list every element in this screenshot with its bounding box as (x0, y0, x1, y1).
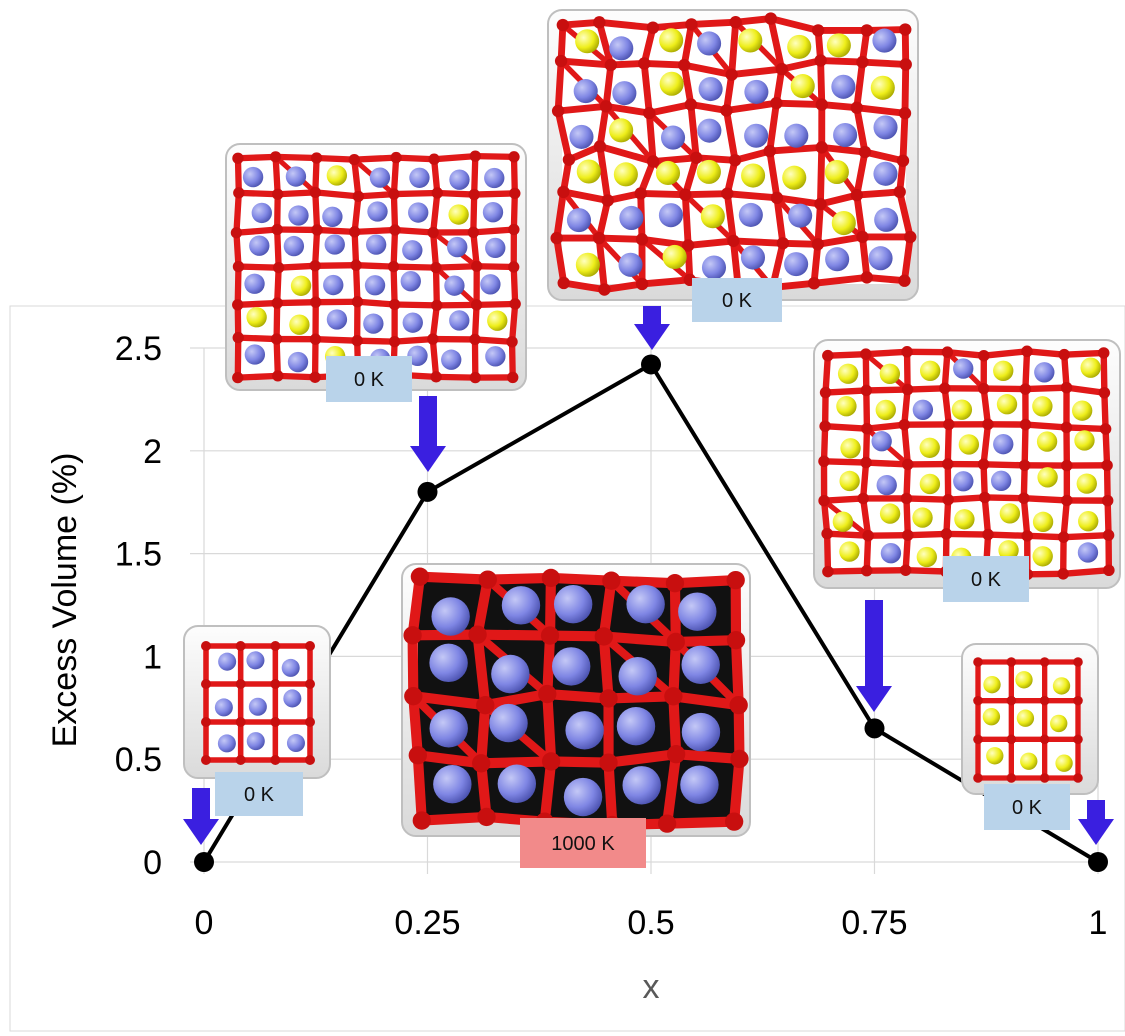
data-point (1088, 852, 1108, 872)
x-tick-labels: 0 0.25 0.5 0.75 1 (195, 904, 1108, 942)
data-point (641, 354, 661, 375)
structure-inset: 0 K (813, 339, 1121, 602)
pointer-arrow (856, 600, 892, 712)
pointer-arrow (1078, 800, 1114, 845)
structure-inset: 0 K (547, 9, 919, 322)
x-axis-label: x (643, 968, 660, 1006)
y-tick-label: 1.5 (115, 536, 162, 574)
temperature-label-box (692, 278, 782, 322)
temperature-label: 0 K (971, 569, 1002, 591)
x-tick-label: 0.25 (394, 904, 460, 942)
data-point (417, 481, 438, 502)
pointer-arrow (183, 788, 219, 845)
temperature-label: 0 K (244, 784, 275, 806)
series-layer (194, 354, 1108, 872)
x-tick-label: 0.75 (841, 904, 907, 942)
x-tick-label: 0.5 (627, 904, 674, 942)
y-tick-label: 2 (143, 433, 162, 471)
x-tick-label: 1 (1089, 904, 1108, 942)
temperature-label: 0 K (1012, 797, 1043, 819)
y-tick-label: 1 (143, 638, 162, 676)
structure-inset: 0 K (225, 143, 527, 402)
structure-inset: 0 K (183, 625, 331, 816)
pointer-arrow (410, 396, 446, 472)
temperature-label: 0 K (354, 369, 385, 391)
pointer-arrow (634, 306, 670, 350)
y-tick-label: 0 (143, 844, 162, 882)
x-tick-label: 0 (195, 904, 214, 942)
arrow-layer (183, 306, 1114, 845)
temperature-label: 0 K (722, 290, 753, 312)
y-tick-label: 2.5 (115, 330, 162, 368)
temperature-label-box (984, 784, 1070, 830)
temperature-label-box (326, 356, 412, 402)
temperature-label-box (520, 818, 646, 868)
structure-inset: 1000 K (401, 563, 751, 868)
temperature-label: 1000 K (551, 833, 615, 855)
temperature-label-box (215, 772, 303, 816)
chart-frame (9, 305, 1125, 1032)
y-tick-label: 0.5 (115, 741, 162, 779)
temperature-label-box (943, 556, 1029, 602)
y-axis-label: Excess Volume (%) (46, 453, 84, 748)
data-point (194, 852, 214, 872)
structure-inset: 0 K (961, 643, 1099, 830)
data-point (864, 718, 885, 739)
y-tick-labels: 0 0.5 1 1.5 2 2.5 (115, 330, 162, 882)
inset-layer: 0 K 0 K 0 K 0 K 0 K 1000 K (183, 9, 1121, 868)
